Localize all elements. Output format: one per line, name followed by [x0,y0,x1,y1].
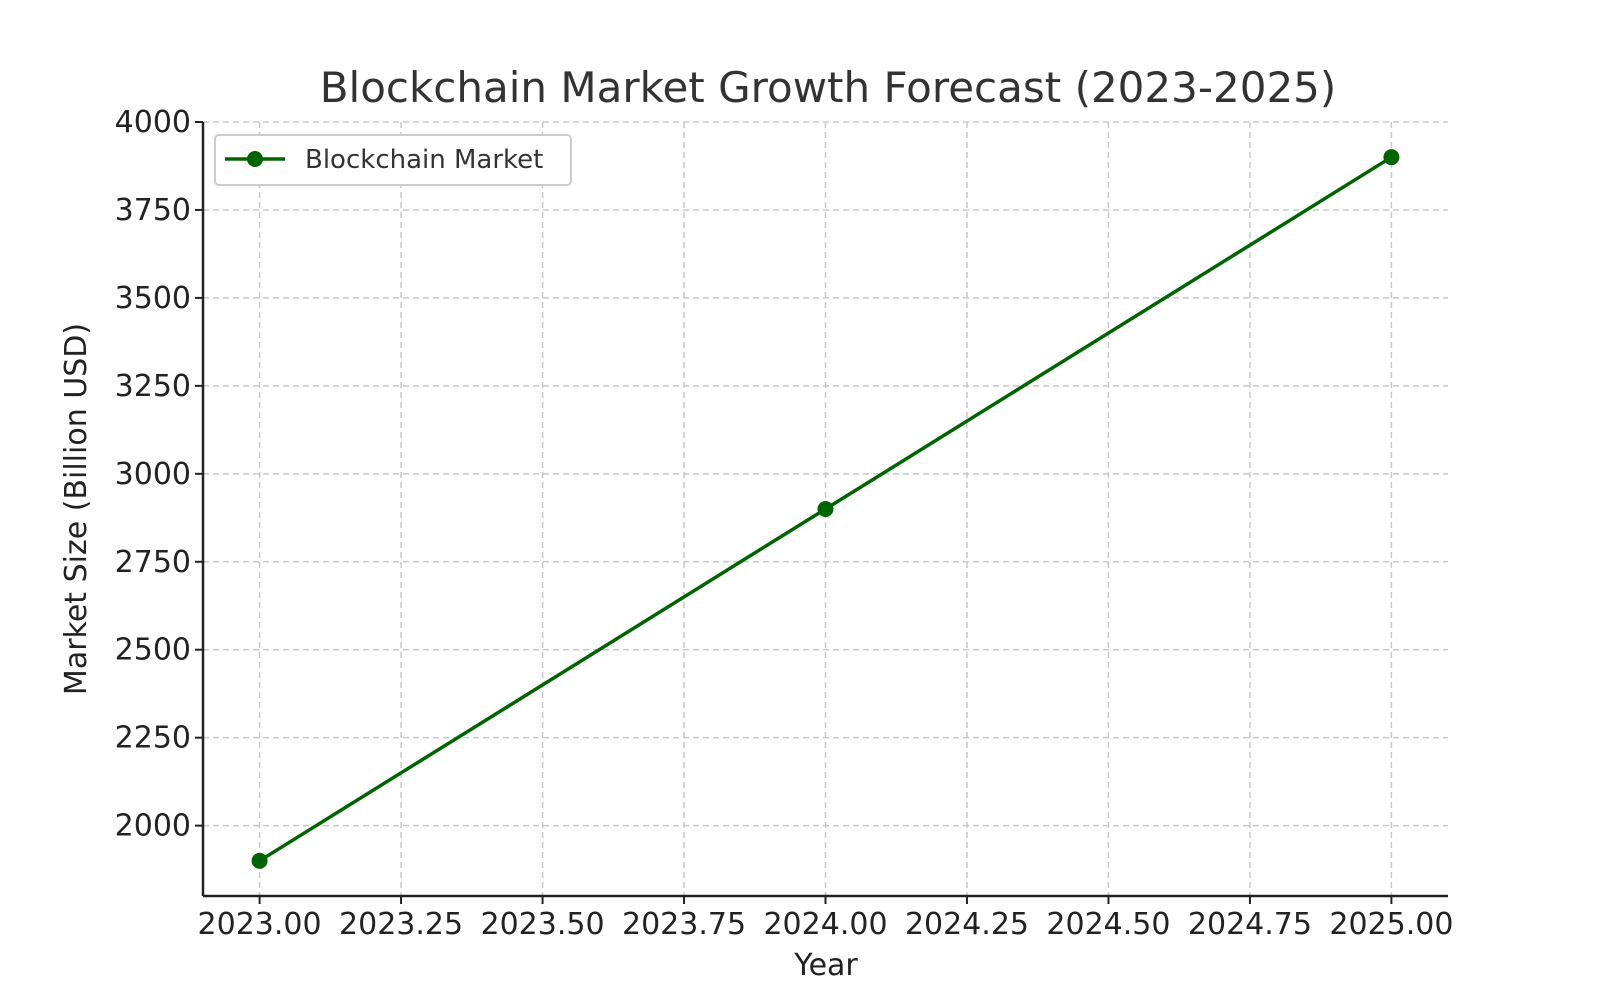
x-axis-label: Year [793,948,858,983]
x-tick-label: 2024.75 [1188,907,1312,942]
y-tick-label: 3750 [115,193,191,228]
data-point-marker [817,501,834,517]
grid-lines [203,121,1448,896]
x-tick-label: 2024.00 [763,907,887,942]
legend-frame [214,134,572,186]
y-tick-label: 4000 [115,105,191,140]
y-tick-label: 2750 [115,545,191,580]
y-tick-label: 2250 [115,721,191,756]
data-point-marker [1383,149,1400,166]
chart-title: Blockchain Market Growth Forecast (2023-… [320,63,1337,112]
x-tick-label: 2023.50 [481,907,605,942]
x-tick-label: 2023.00 [198,907,322,942]
x-tick-label: 2023.25 [339,907,463,942]
series-group [251,149,1400,869]
legend-label: Blockchain Market [305,145,543,175]
x-tick-label: 2024.50 [1046,907,1170,942]
y-tick-label: 3500 [115,281,191,316]
legend-marker-swatch [247,151,263,167]
x-axis-ticks: 2023.00 2023.25 2023.50 2023.75 2024.00 2024.… [198,896,1453,942]
data-point-marker [251,852,268,869]
y-tick-label: 3000 [115,457,191,492]
y-tick-label: 2000 [115,809,191,844]
y-axis-ticks: 2000 2250 2500 2750 3000 3250 3500 3750 4000 [115,105,203,844]
legend: Blockchain Market [214,134,572,186]
x-tick-label: 2025.00 [1329,907,1453,942]
x-tick-label: 2024.25 [905,907,1029,942]
y-axis-label: Market Size (Billion USD) [59,323,94,695]
x-tick-label: 2023.75 [622,907,746,942]
y-tick-label: 2500 [115,633,191,668]
y-tick-label: 3250 [115,369,191,404]
